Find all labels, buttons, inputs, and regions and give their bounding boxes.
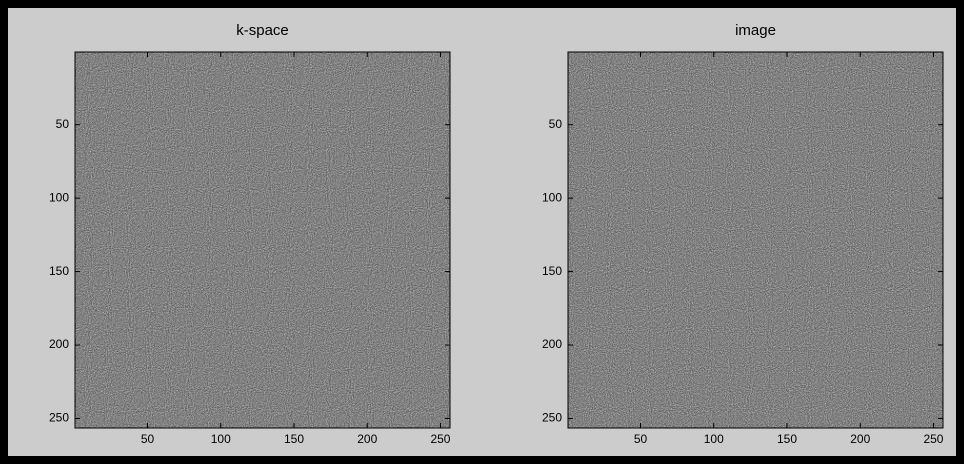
y-tick-label: 250 [49, 411, 69, 425]
x-tick-label: 150 [777, 432, 797, 446]
x-tick-label: 50 [141, 432, 155, 446]
axes-box [567, 51, 944, 429]
y-tick-label: 150 [49, 264, 69, 278]
axes-box [74, 51, 451, 429]
x-tick-label: 100 [704, 432, 724, 446]
x-tick-label: 200 [357, 432, 377, 446]
y-tick-label: 200 [49, 337, 69, 351]
x-tick-label: 150 [284, 432, 304, 446]
axes-title: image [735, 22, 776, 39]
x-tick-label: 100 [211, 432, 231, 446]
y-tick-label: 100 [542, 190, 562, 204]
x-tick-label: 250 [923, 432, 943, 446]
y-tick-label: 50 [56, 117, 70, 131]
y-tick-label: 200 [542, 337, 562, 351]
y-tick-label: 100 [49, 190, 69, 204]
x-tick-label: 50 [634, 432, 648, 446]
image-pixels [568, 52, 943, 428]
image-pixels [75, 52, 450, 428]
x-tick-label: 200 [850, 432, 870, 446]
y-tick-label: 50 [549, 117, 563, 131]
axes-title: k-space [236, 22, 289, 39]
x-tick-label: 250 [430, 432, 450, 446]
y-tick-label: 250 [542, 411, 562, 425]
y-tick-label: 150 [542, 264, 562, 278]
